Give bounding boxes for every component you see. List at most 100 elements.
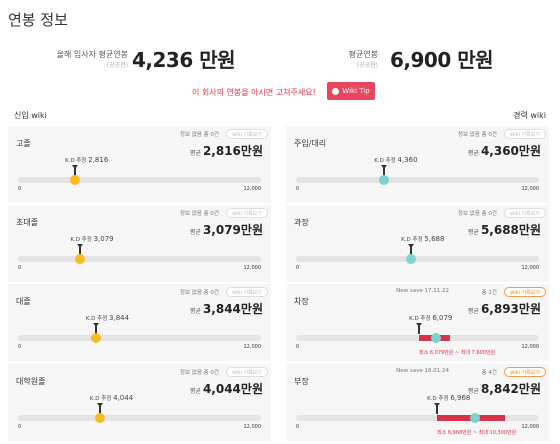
kd-pin-icon <box>72 165 79 176</box>
kd-estimate-label: K.D 추정 3,844 <box>86 314 129 322</box>
average-value: 5,688만원 <box>480 223 541 237</box>
salary-marker <box>430 333 441 343</box>
avg-salary-label: 평균연봉 <box>348 50 378 59</box>
position-label: 대졸 <box>16 297 31 306</box>
average-prefix: 평균 <box>189 229 201 236</box>
average-value: 8,842만원 <box>480 382 541 396</box>
average-value: 4,360만원 <box>480 144 541 158</box>
wiki-record-button[interactable]: wiki 기록보기 <box>226 129 268 139</box>
kd-estimate-label: K.D 추정 3,079 <box>70 235 113 243</box>
average-prefix: 평균 <box>467 308 479 315</box>
kd-label: K.D 추정 <box>409 316 433 322</box>
kd-label: K.D 추정 <box>89 396 114 402</box>
average-prefix: 평균 <box>467 229 479 236</box>
position-label: 과장 <box>294 218 309 227</box>
average-salary: 평균 4,360만원 <box>468 142 541 159</box>
record-count: 총 2건 <box>481 290 497 296</box>
edit-notice: 이 회사의 연봉을 아시면 고쳐주세요! <box>192 88 316 97</box>
kd-pin-icon <box>416 323 423 334</box>
wiki-record-button[interactable]: wiki 기록보기 <box>504 367 546 377</box>
career-wiki-heading: 경력 wiki <box>513 111 546 120</box>
wiki-record-button[interactable]: wiki 기록보기 <box>504 208 546 218</box>
new-hire-avg-value: 4,236 만원 <box>132 48 236 72</box>
kd-estimate-label: K.D 추정 4,360 <box>374 156 417 164</box>
average-value: 4,044만원 <box>202 382 263 396</box>
salary-marker <box>379 175 390 185</box>
salary-range-track <box>18 254 261 264</box>
kd-pin-icon <box>77 244 84 255</box>
range-max: 12,000 <box>243 344 262 350</box>
range-min: 0 <box>296 424 300 430</box>
info-icon <box>332 87 340 95</box>
wiki-tip-button[interactable]: Wiki Tip <box>327 82 375 100</box>
wiki-tip-label: Wiki Tip <box>342 87 370 95</box>
range-min: 0 <box>296 186 300 192</box>
salary-card: 고졸 정보 없음 총 0건 wiki 기록보기 평균 2,816만원 K.D 추정 2,8… <box>8 126 271 203</box>
kd-value: 5,688 <box>424 235 445 243</box>
position-label: 주임/대리 <box>294 139 327 148</box>
position-label: 부장 <box>294 377 309 386</box>
kd-pin-icon <box>434 403 441 414</box>
kd-value: 4,044 <box>113 394 134 402</box>
new-hire-avg-sub: (공공현) <box>106 62 128 69</box>
record-info: 정보 없음 총 0건 <box>179 370 219 376</box>
range-label: 최소 6,079만원 ~ 최대 7,600만원 <box>419 350 496 356</box>
range-max: 12,000 <box>521 186 540 192</box>
wiki-record-button[interactable]: wiki 기록보기 <box>504 129 546 139</box>
salary-range-track <box>18 333 261 343</box>
average-value: 3,079만원 <box>202 223 263 237</box>
range-min: 0 <box>296 344 300 350</box>
average-prefix: 평균 <box>189 308 201 315</box>
kd-label: K.D 추정 <box>401 237 425 243</box>
kd-label: K.D 추정 <box>70 237 94 243</box>
average-salary: 평균 2,816만원 <box>190 142 263 159</box>
kd-estimate-label: K.D 추정 4,044 <box>90 394 133 402</box>
wiki-record-button[interactable]: wiki 기록보기 <box>226 208 268 218</box>
entry-wiki-heading: 신입 wiki <box>14 111 47 120</box>
save-date: New save 17.11.22 <box>396 288 449 294</box>
salary-range-track <box>296 175 539 185</box>
average-salary: 평균 8,842만원 <box>468 380 541 397</box>
salary-range-track <box>18 413 261 423</box>
avg-salary-sub: (공공현) <box>356 62 378 69</box>
average-prefix: 평균 <box>189 150 201 157</box>
average-salary: 평균 4,044만원 <box>190 380 263 397</box>
range-max: 12,000 <box>243 186 262 192</box>
wiki-record-button[interactable]: wiki 기록보기 <box>504 287 546 297</box>
range-max: 12,000 <box>243 265 262 271</box>
kd-estimate-label: K.D 추정 5,688 <box>401 235 444 243</box>
kd-label: K.D 추정 <box>65 158 89 164</box>
salary-range-track <box>296 333 539 343</box>
wiki-record-button[interactable]: wiki 기록보기 <box>226 367 268 377</box>
kd-label: K.D 추정 <box>85 316 110 322</box>
salary-marker <box>406 254 417 264</box>
page-title: 연봉 정보 <box>8 11 68 29</box>
salary-marker <box>70 175 81 185</box>
record-count: 총 4건 <box>481 370 497 376</box>
salary-range-track <box>18 175 261 185</box>
record-info: 정보 없음 총 0건 <box>457 211 497 217</box>
kd-pin-icon <box>408 244 415 255</box>
position-label: 차장 <box>294 297 309 306</box>
position-label: 고졸 <box>16 139 31 148</box>
range-label: 최소 6,968만원 ~ 최대 10,300만원 <box>437 430 517 436</box>
record-info: 정보 없음 총 0건 <box>179 211 219 217</box>
average-prefix: 평균 <box>467 150 479 157</box>
average-value: 6,893만원 <box>480 302 541 316</box>
range-max: 12,000 <box>521 265 540 271</box>
range-max: 12,000 <box>521 344 540 350</box>
kd-estimate-label: K.D 추정 2,816 <box>65 156 108 164</box>
record-info: 정보 없음 총 0건 <box>457 132 497 138</box>
position-label: 대학원졸 <box>16 377 46 386</box>
salary-card: 대졸 정보 없음 총 0건 wiki 기록보기 평균 3,844만원 K.D 추정 3,8… <box>8 284 271 361</box>
range-min: 0 <box>18 186 22 192</box>
kd-label: K.D 추정 <box>374 158 398 164</box>
kd-value: 6,968 <box>450 394 471 402</box>
save-date: New save 18.01.24 <box>396 368 449 374</box>
new-hire-avg-label: 올해 입사자 평균연봉 <box>56 50 128 59</box>
kd-value: 6,079 <box>432 314 453 322</box>
wiki-record-button[interactable]: wiki 기록보기 <box>226 287 268 297</box>
